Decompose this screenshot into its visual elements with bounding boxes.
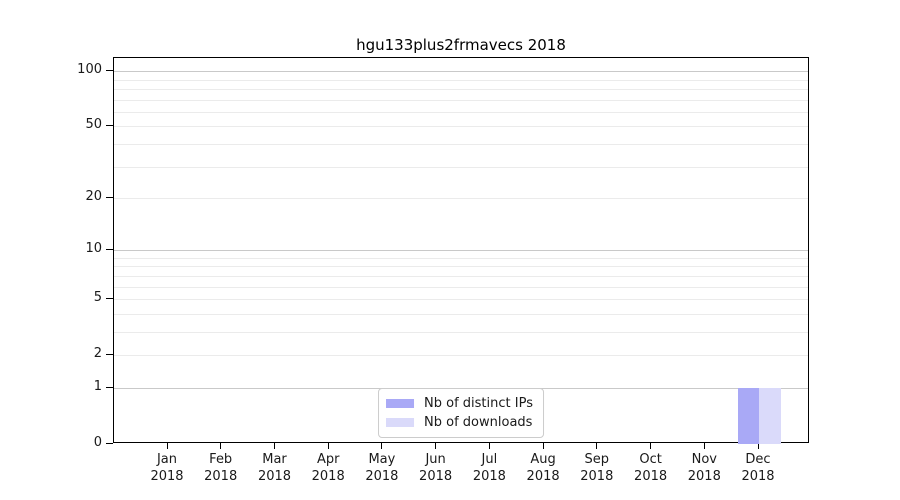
x-tick-mark [274, 443, 275, 449]
gridline-minor [114, 276, 808, 277]
x-tick-mark [650, 443, 652, 449]
gridline-minor [114, 299, 808, 301]
y-tick-mark [106, 353, 113, 355]
legend: Nb of distinct IPs Nb of downloads [378, 388, 544, 438]
y-tick-label: 10 [85, 241, 102, 257]
x-tick-label: Jan 2018 [135, 451, 199, 485]
x-tick-month: Jan [156, 452, 178, 467]
y-tick-label: 5 [93, 290, 102, 306]
gridline-minor [114, 332, 808, 333]
gridline-minor [114, 313, 808, 315]
x-tick-month: Jul [481, 452, 498, 467]
gridline-major [114, 250, 808, 252]
x-tick-year: 2018 [311, 469, 345, 484]
x-tick-mark [381, 443, 383, 449]
x-tick-mark [703, 443, 705, 449]
x-tick-label: May 2018 [350, 451, 414, 485]
chart-title: hgu133plus2frmavecs 2018 [356, 36, 566, 54]
x-tick-mark [488, 443, 490, 449]
x-tick-mark [542, 443, 544, 449]
bar-downloads [759, 388, 781, 444]
gridline-minor [114, 143, 808, 145]
x-tick-label: Mar 2018 [243, 451, 307, 485]
gridline-minor [114, 79, 808, 81]
x-tick-mark [327, 443, 329, 449]
x-tick-month: May [368, 452, 396, 467]
y-tick-label: 1 [93, 379, 102, 394]
x-tick-month: Dec [745, 452, 771, 467]
gridline-minor [114, 198, 808, 199]
x-tick-month: Oct [639, 452, 662, 467]
gridline-minor [114, 166, 808, 168]
legend-swatch-distinct-ips-icon [386, 399, 415, 408]
gridline-minor [114, 99, 808, 101]
gridline-minor [114, 111, 808, 113]
y-tick-label: 2 [93, 346, 102, 362]
legend-entry-distinct-ips: Nb of distinct IPs [386, 394, 533, 413]
y-tick-label: 20 [85, 189, 102, 204]
x-tick-label: Sep 2018 [565, 451, 629, 485]
x-tick-mark [596, 443, 598, 449]
y-tick-mark [106, 386, 113, 388]
gridline-minor [114, 257, 808, 259]
x-tick-label: Apr 2018 [296, 451, 360, 485]
gridline-minor [114, 266, 808, 268]
x-tick-year: 2018 [419, 469, 453, 484]
x-tick-year: 2018 [580, 469, 614, 484]
x-tick-mark [166, 443, 168, 449]
x-tick-month: Aug [530, 452, 556, 467]
x-tick-label: Feb 2018 [189, 451, 253, 485]
x-tick-year: 2018 [150, 469, 184, 484]
y-tick-mark [106, 196, 113, 198]
plot-area: Nb of distinct IPs Nb of downloads [113, 57, 809, 444]
gridline-minor [114, 355, 808, 357]
x-tick-year: 2018 [365, 469, 399, 484]
x-tick-mark [435, 443, 437, 449]
x-tick-month: Jun [425, 452, 446, 467]
x-tick-year: 2018 [687, 469, 721, 484]
y-tick-mark [106, 124, 113, 126]
x-tick-month: Nov [691, 452, 717, 467]
x-tick-label: Nov 2018 [672, 451, 736, 485]
y-tick-label: 0 [93, 435, 102, 450]
legend-label-distinct-ips: Nb of distinct IPs [424, 396, 533, 411]
x-tick-year: 2018 [257, 469, 292, 484]
gridline-major [114, 71, 808, 72]
y-tick-label: 100 [77, 62, 102, 77]
x-tick-month: Apr [316, 452, 340, 467]
x-tick-month: Sep [584, 452, 610, 467]
x-tick-year: 2018 [741, 469, 775, 484]
x-tick-year: 2018 [204, 469, 238, 484]
x-tick-mark [757, 443, 759, 449]
legend-swatch-downloads-icon [386, 418, 415, 427]
x-tick-year: 2018 [472, 469, 506, 484]
y-tick-mark [106, 69, 113, 71]
y-tick-mark [106, 248, 113, 250]
gridline-minor [114, 126, 808, 128]
x-tick-label: Dec 2018 [726, 451, 790, 485]
x-tick-month: Feb [209, 452, 233, 467]
legend-entry-downloads: Nb of downloads [386, 413, 533, 432]
x-tick-label: Aug 2018 [511, 451, 575, 485]
y-tick-mark [106, 297, 113, 299]
y-tick-mark [106, 442, 113, 444]
bar-distinct-ips [737, 388, 759, 444]
y-tick-label: 50 [85, 117, 102, 133]
x-tick-year: 2018 [526, 469, 560, 484]
x-tick-year: 2018 [634, 469, 668, 484]
gridline-minor [114, 88, 808, 90]
x-tick-month: Mar [262, 452, 287, 467]
x-tick-label: Oct 2018 [619, 451, 683, 485]
gridline-minor [114, 286, 808, 288]
legend-label-downloads: Nb of downloads [424, 415, 533, 430]
x-tick-mark [220, 443, 222, 449]
x-tick-label: Jun 2018 [404, 451, 468, 485]
x-tick-label: Jul 2018 [457, 451, 521, 485]
